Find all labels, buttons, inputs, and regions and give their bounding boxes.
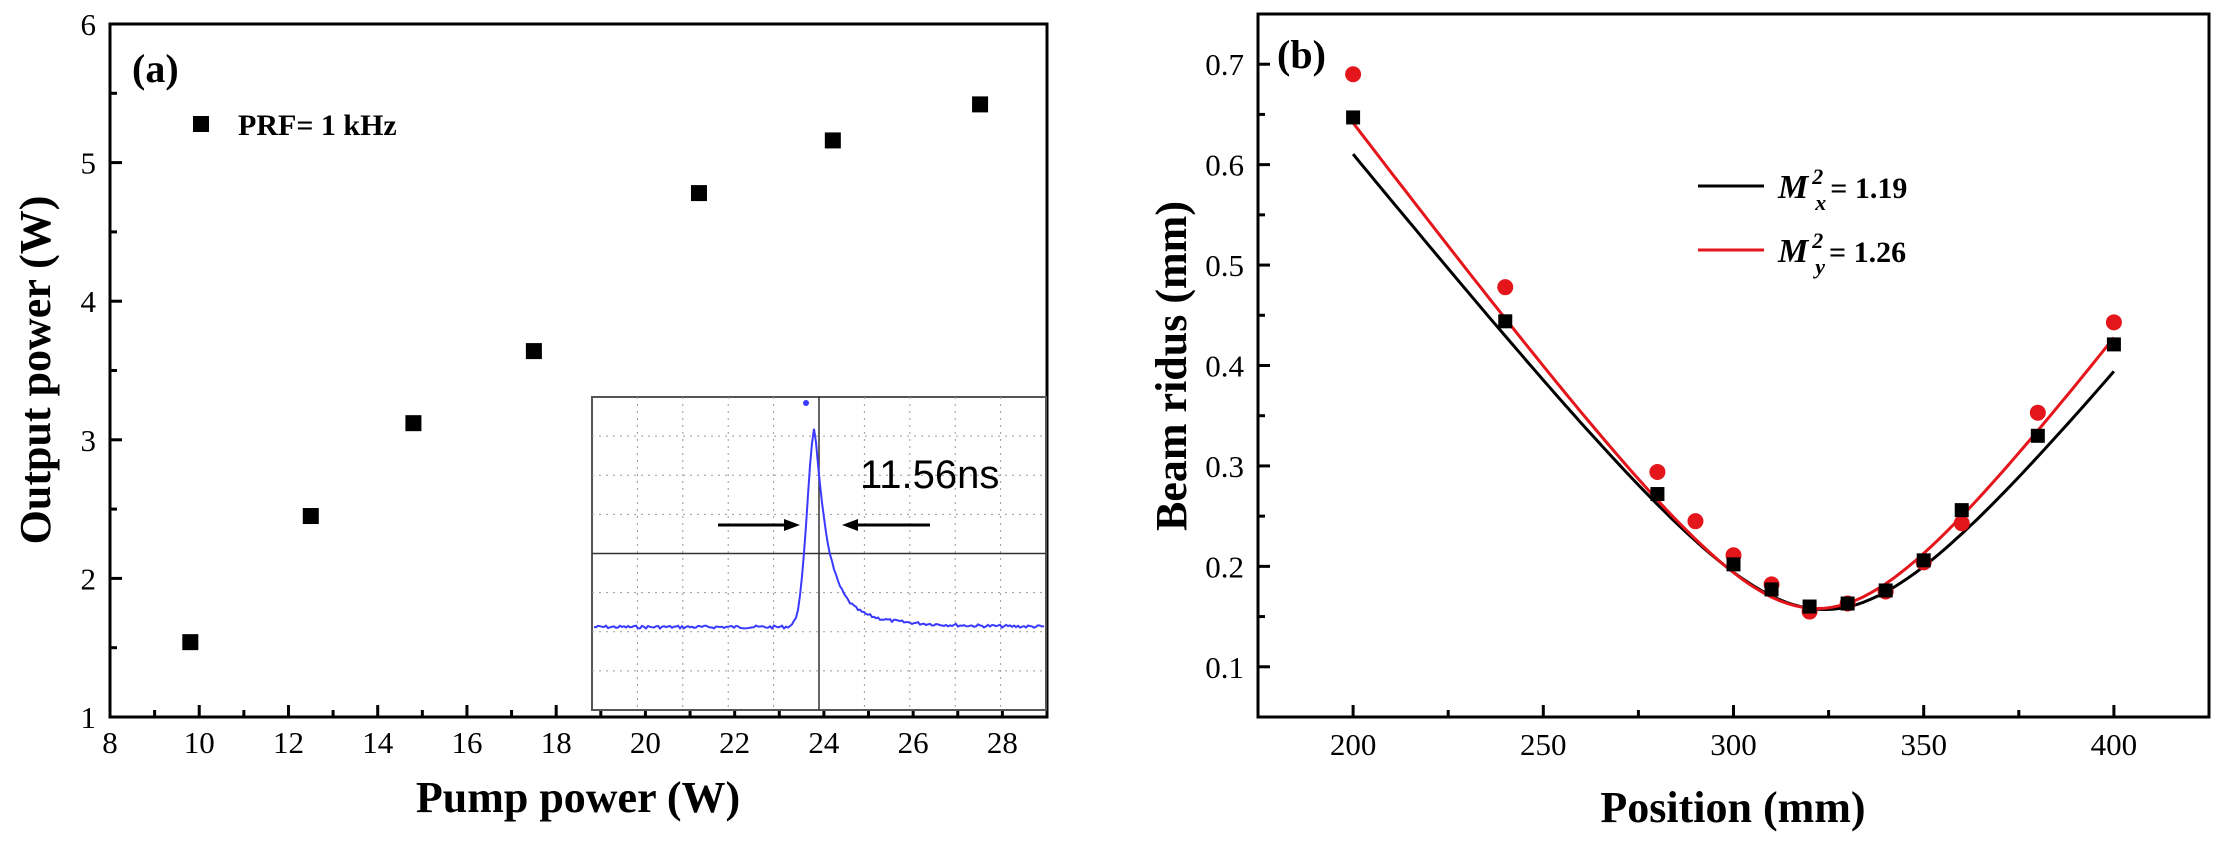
- b-xtick-label: 350: [1900, 727, 1947, 762]
- b-ytick-label: 0.1: [1205, 650, 1244, 685]
- inset-width-label: 11.56ns: [860, 453, 999, 497]
- b-data-point-mx: [1802, 599, 1817, 614]
- legend-b-mx-value: = 1.19: [1830, 172, 1907, 205]
- inset-right-arrowhead: [842, 519, 858, 531]
- a-xtick-label: 16: [451, 725, 482, 760]
- plot-b-points: [1345, 66, 2122, 620]
- legend-b-mx-sub: x: [1814, 190, 1826, 215]
- b-data-point-my: [1345, 66, 1362, 83]
- inset-marker-dot: [803, 400, 809, 406]
- legend-b-mx-m: M: [1777, 169, 1810, 206]
- plot-a-points: [182, 96, 989, 651]
- legend-b-my-value: = 1.26: [1829, 236, 1906, 269]
- a-xtick-label: 24: [808, 725, 840, 760]
- b-data-point-my: [2029, 404, 2046, 421]
- b-data-point-my: [1497, 279, 1514, 296]
- a-ytick-label: 6: [81, 7, 97, 42]
- a-xtick-label: 14: [362, 725, 394, 760]
- b-data-point-mx: [2106, 337, 2121, 352]
- a-ytick-label: 2: [81, 561, 97, 596]
- a-ytick-label: 5: [81, 146, 97, 181]
- plot-b-xlabel: Position (mm): [1600, 783, 1865, 832]
- panel-a-label: (a): [132, 46, 179, 91]
- legend-b: M 2 x = 1.19 M 2 y = 1.26: [1698, 164, 1907, 279]
- a-data-point: [405, 415, 422, 432]
- plot-b-frame: [1256, 12, 2211, 719]
- inset-grid: [592, 397, 1046, 710]
- a-xtick-label: 20: [630, 725, 661, 760]
- legend-b-mx-sup: 2: [1811, 164, 1823, 189]
- plot-b-ticks: 200 250 300 350 400 0.1 0.2 0.3 0.4 0.5 0.6 0.7: [1205, 12, 2211, 762]
- legend-a-text: PRF= 1 kHz: [238, 109, 397, 142]
- b-data-point-mx: [1650, 487, 1665, 502]
- b-data-point-my: [1953, 515, 1970, 532]
- a-ytick-label: 4: [81, 284, 97, 319]
- legend-a-marker: [193, 116, 209, 132]
- b-data-point-mx: [1954, 503, 1969, 518]
- b-data-point-mx: [1878, 583, 1893, 598]
- b-data-point-mx: [1726, 557, 1741, 572]
- b-data-point-mx: [1498, 314, 1513, 329]
- b-data-point-mx: [2030, 428, 2045, 443]
- a-xtick-label: 8: [102, 725, 118, 760]
- panel-b: 200 250 300 350 400 0.1 0.2 0.3 0.4 0.5 0.6 0.7 (b)…: [1147, 12, 2211, 832]
- inset-oscilloscope: 11.56ns: [591, 396, 1047, 711]
- a-xtick-label: 26: [898, 725, 929, 760]
- legend-b-my-sub: y: [1812, 254, 1825, 279]
- plot-a-ylabel: Output power (W): [11, 196, 60, 545]
- panel-b-label: (b): [1277, 32, 1326, 77]
- b-ytick-label: 0.7: [1205, 47, 1244, 82]
- b-ytick-label: 0.6: [1205, 148, 1244, 183]
- b-ytick-label: 0.5: [1205, 248, 1244, 283]
- b-xtick-label: 250: [1520, 727, 1567, 762]
- legend-b-my-m: M: [1777, 233, 1810, 270]
- b-ytick-label: 0.4: [1205, 349, 1244, 384]
- a-data-point: [972, 96, 989, 113]
- b-xtick-label: 400: [2091, 727, 2138, 762]
- plot-b-ylabel: Beam ridus (mm): [1147, 201, 1196, 531]
- a-data-point: [302, 508, 319, 525]
- a-xtick-label: 12: [273, 725, 304, 760]
- b-fit-curve-mx: [1351, 153, 2116, 612]
- b-ytick-label: 0.3: [1205, 449, 1244, 484]
- a-xtick-label: 22: [719, 725, 750, 760]
- legend-b-my-sup: 2: [1811, 228, 1823, 253]
- a-data-point: [690, 185, 707, 202]
- b-data-point-mx: [1764, 582, 1779, 597]
- a-data-point: [525, 343, 542, 360]
- a-xtick-label: 28: [987, 725, 1018, 760]
- b-fit-curve-my: [1351, 121, 2116, 611]
- plot-b-curves: [1351, 121, 2116, 612]
- b-xtick-label: 200: [1330, 727, 1377, 762]
- inset-left-arrowhead: [784, 519, 800, 531]
- b-data-point-my: [2105, 314, 2122, 331]
- a-ytick-label: 1: [81, 700, 97, 735]
- a-ytick-label: 3: [81, 423, 97, 458]
- a-xtick-label: 18: [541, 725, 572, 760]
- b-data-point-mx: [1346, 110, 1361, 125]
- legend-b-entry-mx: M 2 x = 1.19: [1777, 164, 1907, 215]
- a-xtick-label: 10: [184, 725, 215, 760]
- b-data-point-my: [1649, 463, 1666, 480]
- a-data-point: [824, 132, 841, 149]
- inset-pulse-trace: [593, 428, 1045, 630]
- a-data-point: [182, 634, 199, 651]
- b-data-point-my: [1687, 513, 1704, 530]
- b-data-point-mx: [1840, 596, 1855, 611]
- b-xtick-label: 300: [1710, 727, 1757, 762]
- legend-b-entry-my: M 2 y = 1.26: [1777, 228, 1906, 279]
- b-data-point-mx: [1916, 553, 1931, 568]
- plot-a-xlabel: Pump power (W): [416, 773, 740, 822]
- b-ytick-label: 0.2: [1205, 549, 1244, 584]
